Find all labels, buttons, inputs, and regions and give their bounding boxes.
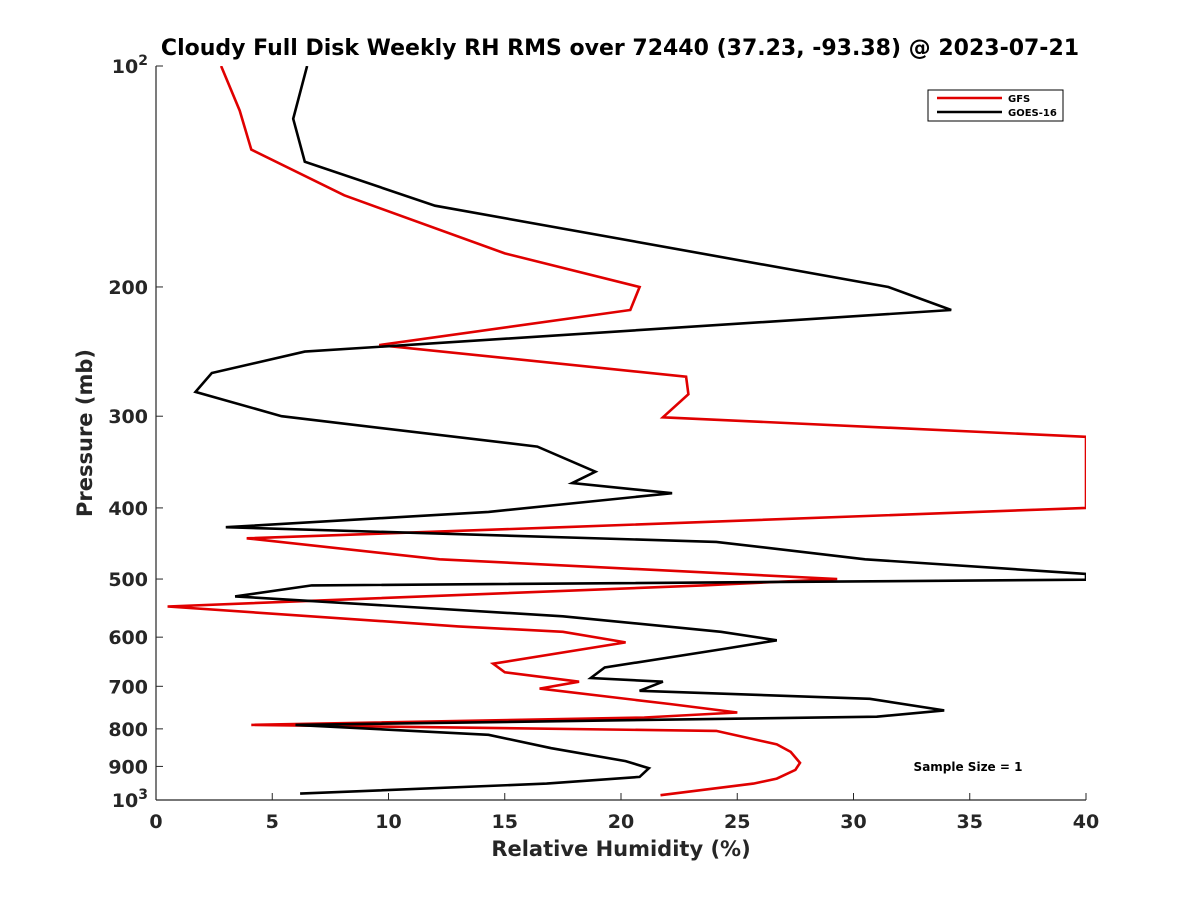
sample-size-annotation: Sample Size = 1 [914, 760, 1023, 774]
x-axis-label: Relative Humidity (%) [491, 837, 750, 861]
y-axis-label: Pressure (mb) [73, 349, 97, 517]
x-axis-ticks: 0 5 10 15 20 25 30 35 40 [149, 793, 1099, 833]
y-tick-label: 200 [108, 277, 148, 299]
plot-area [167, 66, 1086, 797]
y-tick-label: 103 [112, 787, 148, 812]
x-tick-label: 5 [266, 811, 279, 833]
y-axis-ticks: 102 200 300 400 500 600 700 800 900 103 [108, 53, 163, 812]
y-tick-label: 500 [108, 569, 148, 591]
y-tick-label: 300 [108, 406, 148, 428]
x-tick-label: 35 [957, 811, 983, 833]
series-line-goes-16 [193, 66, 1086, 795]
y-tick-label: 400 [108, 498, 148, 520]
x-tick-label: 25 [724, 811, 750, 833]
x-tick-label: 20 [608, 811, 634, 833]
y-tick-label: 900 [108, 756, 148, 778]
legend: GFS GOES-16 [927, 89, 1064, 122]
x-tick-label: 0 [149, 811, 162, 833]
series-line-gfs [167, 66, 1086, 797]
x-tick-label: 15 [492, 811, 518, 833]
legend-box [927, 89, 1064, 122]
y-tick-label: 102 [112, 53, 148, 78]
legend-label-gfs: GFS [1008, 94, 1030, 105]
y-tick-label: 600 [108, 627, 148, 649]
x-tick-label: 10 [375, 811, 401, 833]
x-tick-label: 40 [1073, 811, 1099, 833]
chart-title: Cloudy Full Disk Weekly RH RMS over 7244… [161, 36, 1079, 61]
y-tick-label: 800 [108, 719, 148, 741]
legend-label-goes-16: GOES-16 [1008, 108, 1057, 119]
x-tick-label: 30 [840, 811, 866, 833]
y-tick-label: 700 [108, 676, 148, 698]
